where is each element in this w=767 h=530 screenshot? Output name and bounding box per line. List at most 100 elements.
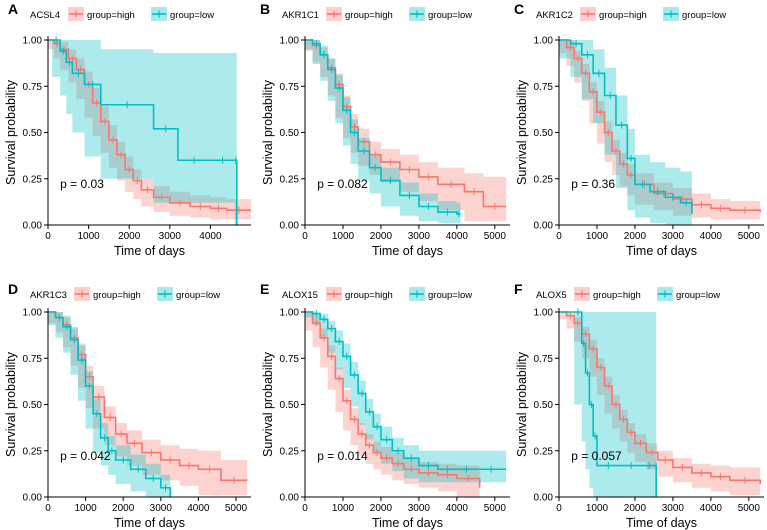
y-tick-label: 1.00 [280,36,300,47]
survival-curve-low [305,311,507,471]
legend-label-high: group=high [593,290,641,301]
y-tick-label: 0.50 [280,128,300,139]
x-tick-label: 0 [556,503,562,514]
y-tick-label: 1.00 [534,36,554,47]
x-tick-label: 3000 [150,503,173,514]
y-tick-label: 0.50 [23,128,43,139]
legend-title: AKR1C3 [30,290,67,301]
legend-label-low: group=low [682,10,726,21]
x-tick-label: 2000 [118,231,141,242]
panel-letter: E [260,281,269,297]
ci-band-low [48,40,237,225]
x-tick-label: 4000 [700,231,723,242]
x-tick-label: 2000 [370,503,393,514]
y-tick-label: 1.00 [23,36,43,47]
y-tick-label: 0.50 [280,400,300,411]
x-tick-label: 4000 [446,503,469,514]
x-axis-title: Time of days [372,244,443,258]
y-tick-label: 0.25 [534,174,554,185]
y-tick-label: 0.50 [534,128,554,139]
legend-label-low: group=low [170,10,214,21]
x-tick-label: 0 [556,231,562,242]
x-tick-label: 5000 [738,231,761,242]
legend-label-high: group=high [345,290,393,301]
x-axis-title: Time of days [372,516,443,530]
y-tick-label: 0.75 [23,82,43,93]
y-tick-label: 0.50 [23,400,43,411]
x-axis-title: Time of days [114,244,185,258]
panel-letter: C [514,1,524,17]
survival-curve-low [559,311,657,497]
survival-curve-low [48,311,171,497]
p-value-annotation: p = 0.36 [571,177,615,191]
p-value-annotation: p = 0.014 [317,449,368,463]
survival-curve-high [559,39,762,213]
legend-label-high: group=high [599,10,647,21]
ci-band-low [559,312,657,497]
x-tick-label: 3000 [662,503,685,514]
y-tick-label: 0.00 [280,221,300,232]
y-tick-label: 1.00 [534,308,554,319]
ci-band-low [305,312,507,483]
x-tick-label: 3000 [408,231,431,242]
legend-label-low: group=low [428,290,472,301]
y-tick-label: 0.25 [23,446,43,457]
ci-band-low [559,40,692,225]
x-tick-label: 2000 [370,231,393,242]
legend-title: ALOX15 [282,290,318,301]
x-tick-label: 4000 [446,231,469,242]
panel-b: B AKR1C1 group=high group=low 0.00 0.25 0.50 0.… [260,1,510,258]
y-tick-label: 0.00 [23,221,43,232]
legend-title: ALOX5 [536,290,567,301]
x-tick-label: 0 [45,503,51,514]
y-tick-label: 0.25 [23,174,43,185]
x-tick-label: 1000 [332,231,355,242]
y-axis-title: Survival probability [261,79,275,185]
x-tick-label: 3000 [662,231,685,242]
p-value-annotation: p = 0.082 [317,177,368,191]
legend-title: ACSL4 [30,10,60,21]
panel-f: F ALOX5 group=high group=low 0.00 0.25 0.50 0.7… [514,281,764,530]
survival-curve-low [559,39,693,214]
ci-band-low [48,312,171,497]
legend-label-low: group=low [676,290,720,301]
panel-letter: A [8,1,18,17]
panel-letter: B [260,1,270,17]
x-tick-label: 0 [302,503,308,514]
panel-a: A ACSL4 group=high group=low 0.00 0.25 0.50 0.7… [4,1,251,258]
ci-band-high [305,40,507,222]
y-tick-label: 0.75 [280,354,300,365]
y-tick-label: 0.75 [534,82,554,93]
legend-title: AKR1C2 [536,10,573,21]
p-value-annotation: p = 0.057 [571,449,622,463]
legend-title: AKR1C1 [282,10,319,21]
y-axis-title: Survival probability [4,351,18,457]
y-tick-label: 0.00 [534,221,554,232]
x-tick-label: 2000 [112,503,135,514]
x-tick-label: 1000 [74,503,97,514]
y-tick-label: 0.50 [534,400,554,411]
legend-label-low: group=low [176,290,220,301]
panel-letter: D [8,281,18,297]
x-axis-title: Time of days [114,516,185,530]
y-tick-label: 0.75 [280,82,300,93]
x-tick-label: 5000 [738,503,761,514]
x-tick-label: 1000 [332,503,355,514]
y-tick-label: 0.75 [534,354,554,365]
y-tick-label: 0.75 [23,354,43,365]
x-axis-title: Time of days [626,516,697,530]
x-tick-label: 4000 [199,231,222,242]
x-tick-label: 5000 [225,503,248,514]
x-tick-label: 3000 [159,231,182,242]
p-value-annotation: p = 0.03 [60,177,104,191]
y-tick-label: 0.00 [534,493,554,504]
y-tick-label: 0.00 [23,493,43,504]
panel-letter: F [514,281,523,297]
x-tick-label: 1000 [586,231,609,242]
panel-e: E ALOX15 group=high group=low 0.00 0.25 0.50 0.… [260,281,510,530]
survival-curve-high [48,39,251,211]
y-tick-label: 0.25 [280,446,300,457]
legend-label-high: group=high [87,10,135,21]
legend-label-high: group=high [345,10,393,21]
x-tick-label: 3000 [408,503,431,514]
